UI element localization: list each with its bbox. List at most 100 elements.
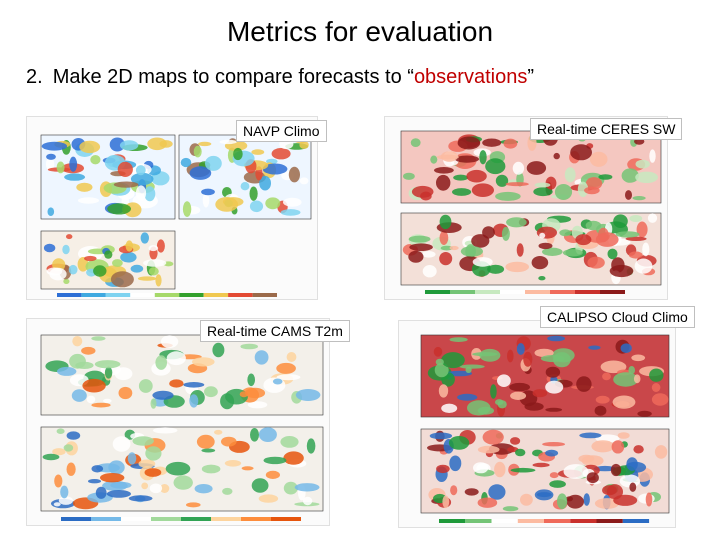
map-patch: [272, 378, 283, 385]
colorbar-swatch: [179, 293, 204, 297]
navp-map-top: [40, 134, 312, 220]
map-patch: [47, 207, 55, 216]
colorbar-swatch: [596, 519, 623, 523]
map-patch: [79, 140, 101, 154]
map-patch: [611, 440, 625, 454]
colorbar-swatch: [450, 290, 475, 294]
map-patch: [265, 470, 280, 479]
map-patch: [249, 200, 264, 213]
map-panel-ceres: [384, 116, 668, 300]
map-patch: [602, 372, 611, 381]
map-patch: [488, 484, 506, 500]
map-patch: [258, 427, 277, 442]
colorbar-swatch: [600, 290, 625, 294]
bullet-number: 2.: [26, 66, 43, 88]
map-patch: [435, 358, 444, 366]
map-patch: [459, 364, 485, 369]
map-patch: [636, 221, 648, 238]
map-patch: [449, 245, 459, 251]
map-panel-navp: [26, 116, 318, 300]
map-patch: [434, 362, 449, 378]
map-patch: [112, 436, 131, 452]
map-patch: [183, 382, 205, 388]
map-patch: [110, 481, 132, 489]
colorbar-swatch: [241, 517, 271, 521]
map-patch: [201, 448, 216, 453]
map-patch: [169, 379, 184, 388]
map-patch: [104, 366, 113, 379]
map-patch: [465, 366, 472, 373]
colorbar-swatch: [211, 517, 241, 521]
map-patch: [578, 454, 595, 463]
map-patch: [222, 487, 233, 495]
map-patch: [156, 239, 165, 253]
map-patch: [600, 360, 627, 374]
map-patch: [127, 452, 137, 465]
map-patch: [632, 196, 646, 201]
map-patch: [510, 391, 527, 400]
map-patch: [148, 245, 159, 252]
map-patch: [68, 264, 78, 275]
map-patch: [63, 278, 70, 284]
map-patch: [245, 387, 266, 399]
map-patch: [104, 250, 113, 259]
map-patch: [86, 395, 96, 404]
map-patch: [147, 137, 167, 151]
map-patch: [403, 172, 415, 180]
map-patch: [302, 496, 313, 506]
map-patch: [84, 255, 97, 262]
map-patch: [602, 485, 617, 496]
ceres-map-top: [400, 130, 662, 204]
map-patch: [77, 197, 100, 204]
map-patch: [554, 184, 573, 200]
colorbar-swatch: [61, 517, 91, 521]
map-patch: [583, 493, 590, 506]
map-patch: [534, 348, 554, 358]
map-patch: [545, 407, 563, 412]
map-patch: [628, 251, 643, 259]
map-patch: [215, 197, 239, 212]
map-patch: [224, 460, 242, 467]
map-patch: [566, 494, 584, 509]
calipso-maps: [420, 334, 670, 523]
map-patch: [520, 493, 533, 506]
map-patch: [262, 163, 288, 175]
map-patch: [438, 384, 449, 398]
map-patch: [69, 353, 86, 369]
map-patch: [145, 446, 162, 461]
map-patch: [81, 346, 96, 355]
map-patch: [76, 182, 93, 192]
map-patch: [585, 177, 603, 190]
map-patch: [495, 174, 509, 187]
map-patch: [251, 478, 269, 493]
map-patch: [563, 464, 589, 479]
map-patch: [612, 395, 636, 409]
map-patch: [553, 152, 560, 160]
map-patch: [502, 506, 519, 512]
colorbar-swatch: [91, 517, 121, 521]
map-patch: [56, 161, 65, 174]
map-patch: [471, 234, 490, 248]
map-patch: [613, 372, 639, 387]
map-patch: [249, 186, 258, 201]
map-patch: [587, 256, 605, 269]
map-patch: [532, 462, 550, 468]
map-patch: [589, 151, 608, 167]
map-patch: [265, 197, 281, 210]
map-patch: [204, 386, 218, 398]
map-patch: [620, 343, 632, 353]
map-patch: [609, 264, 634, 278]
map-patch: [149, 483, 163, 494]
map-patch: [173, 475, 193, 490]
map-patch: [422, 265, 437, 278]
map-patch: [276, 374, 301, 381]
map-patch: [482, 138, 502, 147]
colorbar-swatch: [491, 519, 518, 523]
bullet-text-prefix: Make 2D maps to compare forecasts to “: [52, 66, 414, 88]
map-patch: [477, 445, 500, 454]
colorbar-swatch: [622, 519, 650, 523]
map-patch: [137, 276, 157, 281]
map-patch: [233, 147, 243, 161]
map-patch: [409, 243, 433, 251]
map-patch: [633, 445, 644, 454]
